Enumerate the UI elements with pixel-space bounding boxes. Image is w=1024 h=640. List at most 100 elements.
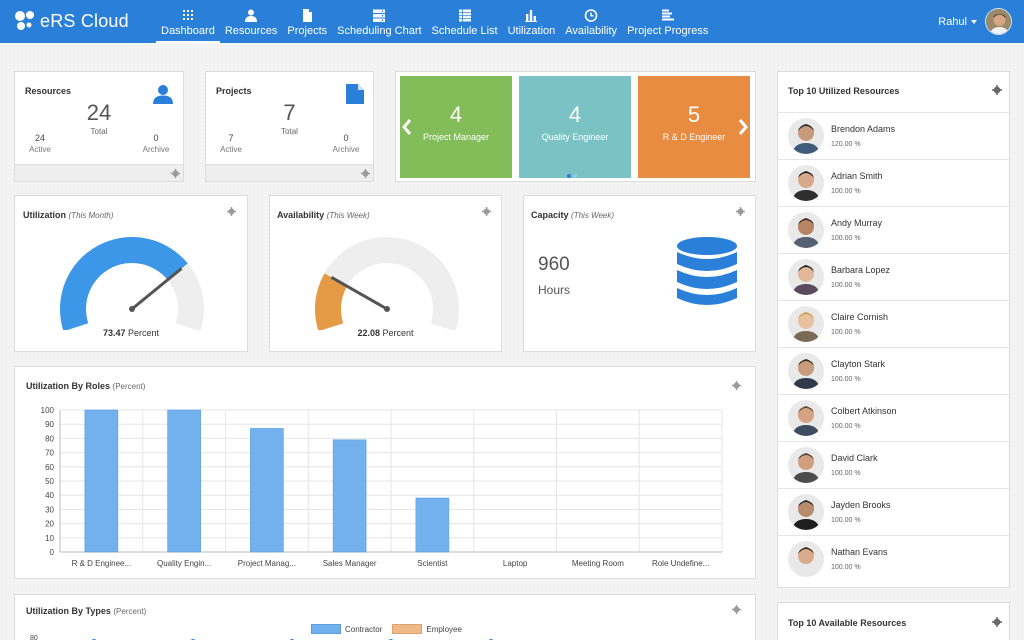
- resource-name[interactable]: David Clark: [831, 453, 878, 463]
- gear-icon[interactable]: [732, 381, 741, 390]
- user-icon: [153, 85, 173, 104]
- resource-avatar: [788, 447, 824, 483]
- nav-resources[interactable]: Resources: [220, 0, 283, 43]
- resource-name[interactable]: Andy Murray: [831, 218, 883, 228]
- chevron-right-icon[interactable]: [737, 118, 749, 136]
- resources-total: 24: [86, 100, 112, 125]
- utilization-gauge-needle: [131, 267, 183, 311]
- nav-dashboard[interactable]: Dashboard: [156, 0, 220, 43]
- capacity-panel: Capacity (This Week) 960 Hours: [523, 195, 756, 352]
- nav-availability[interactable]: Availability: [560, 0, 622, 43]
- resource-row[interactable]: Claire Cornish 100.00 %: [778, 300, 1009, 347]
- y-tick-label: 100: [41, 406, 55, 415]
- nav-project-progress[interactable]: Project Progress: [622, 0, 713, 43]
- carousel-dot[interactable]: [573, 174, 577, 178]
- y-tick-label: 90: [45, 420, 54, 429]
- x-tick-label: Role Undefine...: [652, 559, 709, 568]
- bar: [250, 428, 284, 553]
- x-tick-label: Laptop: [503, 559, 528, 568]
- file-icon: [303, 9, 313, 22]
- carousel-dot-active[interactable]: [567, 174, 571, 178]
- availability-gauge-needle: [330, 275, 388, 311]
- resource-name[interactable]: Brendon Adams: [831, 124, 896, 134]
- resource-utilization: 100.00 %: [831, 470, 861, 477]
- y-tick-label: 80: [45, 434, 54, 443]
- resource-row[interactable]: Brendon Adams 120.00 %: [778, 112, 1009, 159]
- resource-name[interactable]: Jayden Brooks: [831, 500, 891, 510]
- user-menu[interactable]: Rahul: [938, 8, 1012, 35]
- gear-icon[interactable]: [171, 169, 180, 178]
- x-tick-label: Quality Engin...: [157, 559, 211, 568]
- role-tile-rd-engineer[interactable]: 5 R & D Engineer: [638, 76, 750, 178]
- resource-utilization: 120.00 %: [831, 141, 861, 148]
- app-logo[interactable]: eRS Cloud: [12, 8, 129, 34]
- resource-utilization: 100.00 %: [831, 235, 861, 242]
- gear-icon[interactable]: [361, 169, 370, 178]
- resource-avatar: [788, 494, 824, 530]
- resource-name[interactable]: Colbert Atkinson: [831, 406, 897, 416]
- projects-archive: 0: [343, 133, 349, 143]
- y-tick-label: 70: [45, 449, 54, 458]
- y-tick-label: 10: [45, 534, 54, 543]
- file-icon: [346, 84, 364, 104]
- resource-utilization: 100.00 %: [831, 517, 861, 524]
- nav-projects[interactable]: Projects: [282, 0, 332, 43]
- resource-utilization: 100.00 %: [831, 329, 861, 336]
- main-nav: Dashboard Resources Projects Scheduling …: [156, 0, 713, 43]
- resource-name[interactable]: Nathan Evans: [831, 547, 888, 557]
- user-icon: [245, 9, 258, 22]
- gear-icon[interactable]: [482, 207, 491, 216]
- resource-row[interactable]: Andy Murray 100.00 %: [778, 206, 1009, 253]
- capacity-value: 960: [538, 254, 570, 275]
- y-tick-label: 40: [45, 491, 54, 500]
- avatar: [985, 8, 1012, 35]
- bar: [167, 409, 201, 553]
- availability-gauge-fill: [315, 273, 348, 330]
- resource-avatar: [788, 353, 824, 389]
- nav-scheduling-chart[interactable]: Scheduling Chart: [332, 0, 426, 43]
- x-tick-label: Scientist: [417, 559, 448, 568]
- resource-name[interactable]: Clayton Stark: [831, 359, 886, 369]
- resource-row[interactable]: Colbert Atkinson 100.00 %: [778, 394, 1009, 441]
- nav-schedule-list[interactable]: Schedule List: [427, 0, 503, 43]
- resource-utilization: 100.00 %: [831, 423, 861, 430]
- chevron-left-icon[interactable]: [401, 118, 413, 136]
- user-name: Rahul: [938, 15, 967, 28]
- nav-utilization[interactable]: Utilization: [503, 0, 561, 43]
- list-icon: [458, 9, 471, 22]
- utilization-value: 73.47: [102, 328, 126, 338]
- resource-row[interactable]: Adrian Smith 100.00 %: [778, 159, 1009, 206]
- projects-stat-card: Projects 7 Total 7 Active 0 Archive: [205, 71, 374, 182]
- resource-name[interactable]: Claire Cornish: [831, 312, 889, 322]
- resource-row[interactable]: Nathan Evans 100.00 %: [778, 535, 1009, 582]
- gear-icon[interactable]: [732, 605, 741, 614]
- resource-avatar: [788, 118, 824, 154]
- resource-row[interactable]: David Clark 100.00 %: [778, 441, 1009, 488]
- top-available-title: Top 10 Available Resources: [788, 618, 907, 628]
- gear-icon[interactable]: [227, 207, 236, 216]
- role-tile-project-manager[interactable]: 4 Project Manager: [400, 76, 512, 178]
- projects-total: 7: [283, 100, 296, 125]
- gear-icon[interactable]: [992, 617, 1002, 627]
- y-tick-label: 60: [45, 463, 54, 472]
- gear-icon[interactable]: [992, 85, 1002, 95]
- x-tick-label: Meeting Room: [572, 559, 624, 568]
- utilization-title: Utilization (This Month): [23, 210, 114, 220]
- resource-name[interactable]: Adrian Smith: [831, 171, 883, 181]
- role-tile-quality-engineer[interactable]: 4 Quality Engineer: [519, 76, 631, 178]
- resource-row[interactable]: Jayden Brooks 100.00 %: [778, 488, 1009, 535]
- roles-carousel: 4 Project Manager 4 Quality Engineer 5 R…: [395, 71, 756, 182]
- caret-down-icon: [971, 19, 977, 24]
- dashboard-icon: [182, 10, 193, 20]
- types-legend: Contractor Employee: [311, 624, 462, 634]
- resource-avatar: [788, 306, 824, 342]
- resource-row[interactable]: Barbara Lopez 100.00 %: [778, 253, 1009, 300]
- availability-value: 22.08: [357, 328, 380, 338]
- projects-active-label: Active: [220, 145, 242, 154]
- resource-name[interactable]: Barbara Lopez: [831, 265, 891, 275]
- resource-row[interactable]: Clayton Stark 100.00 %: [778, 347, 1009, 394]
- gear-icon[interactable]: [736, 207, 745, 216]
- resource-utilization: 100.00 %: [831, 376, 861, 383]
- legend-label-contractor: Contractor: [345, 624, 383, 634]
- utilization-by-types-panel: Utilization By Types (Percent) Contracto…: [14, 594, 756, 640]
